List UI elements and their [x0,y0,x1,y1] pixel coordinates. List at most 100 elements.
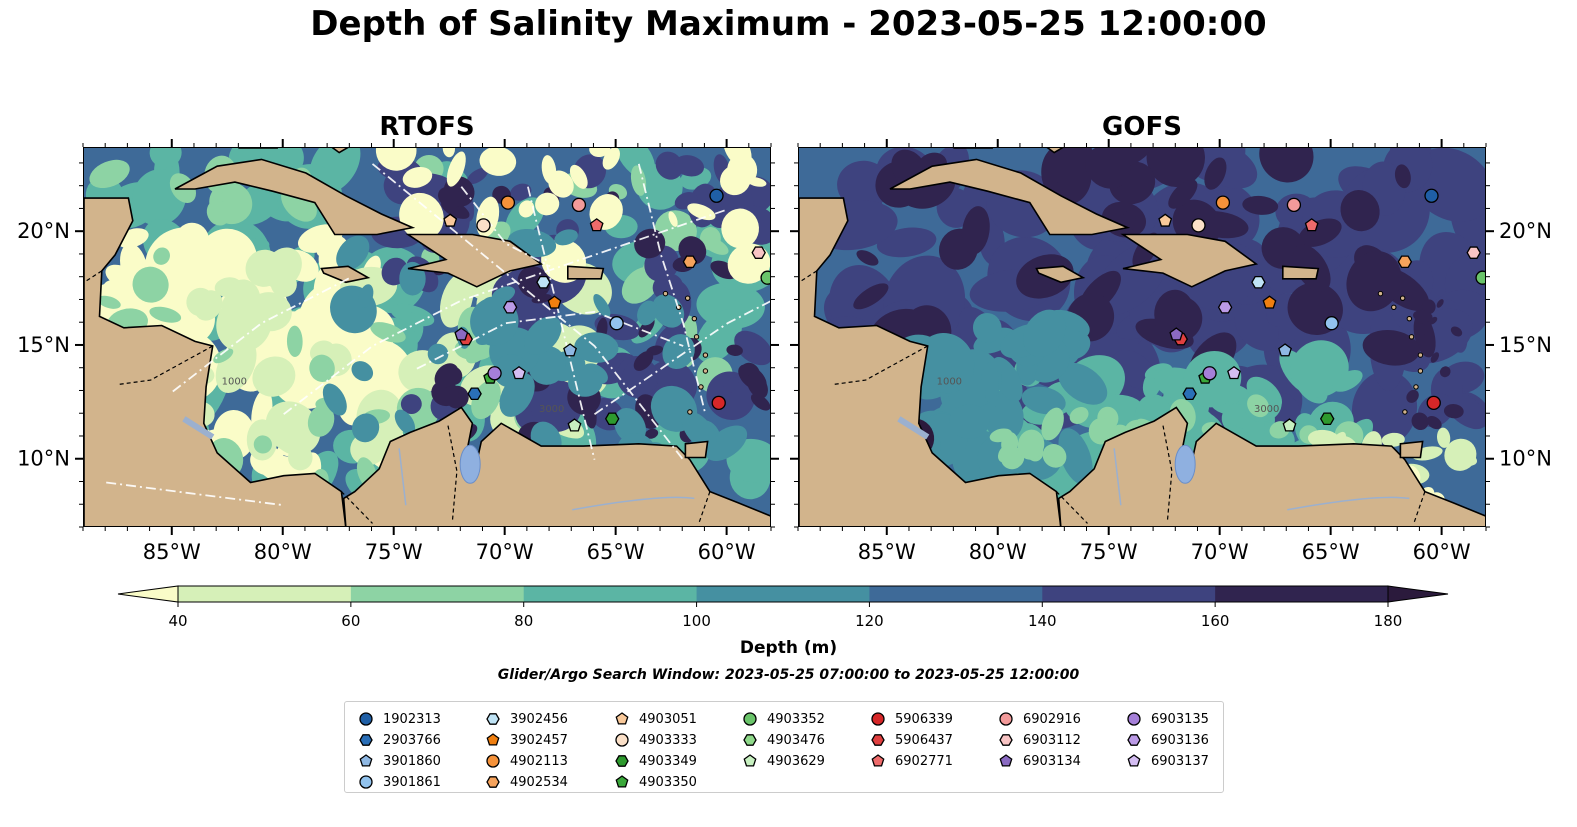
colorbar-segment [178,586,352,602]
float-marker-2903766[interactable] [1182,387,1197,401]
legend-item: 6903112 [997,730,1081,750]
float-marker-3902457[interactable] [1262,295,1277,309]
float-marker-4903051[interactable] [1158,213,1173,227]
legend-marker-icon [1127,712,1141,726]
float-marker-4903352[interactable] [760,270,771,285]
float-marker-4903333[interactable] [476,218,491,233]
contour-label: 1000 [937,377,962,388]
legend-marker-icon [743,712,757,726]
float-marker-6902916[interactable] [1286,197,1302,213]
float-marker-3901860[interactable] [1278,343,1292,357]
float-marker-6903135[interactable] [487,366,502,381]
float-marker-6902916[interactable] [571,197,587,213]
lon-tick-label: 80°W [254,540,312,564]
legend-marker-icon [871,734,885,746]
float-marker-3902456[interactable] [1251,275,1266,289]
lat-tick-label: 15°N [17,333,70,357]
legend-label: 1902313 [383,711,441,727]
map-gofs[interactable]: 1000 3000 [798,147,1486,527]
float-marker-6902771[interactable] [1304,218,1319,232]
legend-item: 3902457 [484,730,568,750]
colorbar-tick-label: 100 [682,612,711,630]
colorbar-segment [696,586,870,602]
float-marker-4903349[interactable] [1319,412,1335,426]
map-axes: 85°W 80°W 75°W 70°W 65°W 60°W 20°N 15°N 10°N 85°W… [17,139,1552,564]
float-marker-4903629[interactable] [1282,418,1297,432]
float-marker-4902113[interactable] [500,195,516,210]
legend-marker-icon [359,734,373,746]
legend-item: 3902456 [484,709,568,729]
legend-marker-icon [615,775,629,788]
legend-label: 3902457 [510,732,568,748]
legend: 1902313 2903766 3901860 3901861 3902456 39024… [344,701,1224,793]
colorbar-extend-low [117,585,179,603]
legend-item: 4903051 [613,709,697,729]
float-marker-4903349[interactable] [604,412,620,426]
legend-item: 5906339 [869,709,953,729]
float-marker-5906339[interactable] [1426,395,1441,411]
legend-label: 3902456 [510,711,568,727]
float-marker-3902457[interactable] [547,295,562,309]
legend-marker-icon [1127,754,1141,767]
float-marker-3902456[interactable] [536,275,551,289]
legend-marker-icon [486,776,500,788]
float-marker-6903136[interactable] [502,300,518,314]
figure-title: Depth of Salinity Maximum - 2023-05-25 1… [310,4,1267,44]
legend-marker-icon [743,754,757,767]
legend-marker-icon [486,713,500,725]
legend-label: 6903136 [1151,732,1209,748]
float-marker-5906339[interactable] [711,395,726,411]
float-marker-6903134[interactable] [454,327,469,341]
float-marker-4902113[interactable] [1215,195,1231,210]
float-marker-4903352[interactable] [1475,270,1486,285]
contour-label: 3000 [1254,404,1279,415]
float-marker-1902313[interactable] [709,188,724,203]
lon-tick-label: 85°W [858,540,916,564]
legend-label: 4902113 [510,753,568,769]
float-marker-4903333[interactable] [1191,218,1206,233]
legend-item: 6902771 [869,751,953,771]
legend-item: 4902113 [484,751,568,771]
float-marker-6903136[interactable] [1217,300,1233,314]
legend-item: 1902313 [357,709,441,729]
float-marker-6903137[interactable] [1227,365,1241,380]
legend-marker-icon [486,733,500,746]
legend-item: 6903134 [997,751,1081,771]
colorbar-extend-high [1387,585,1449,603]
legend-label: 3901861 [383,774,441,790]
colorbar-segment [1215,586,1389,602]
legend-item: 5906437 [869,730,953,750]
float-marker-6902771[interactable] [589,218,604,232]
legend-item: 6902916 [997,709,1081,729]
legend-item: 6903136 [1125,730,1209,750]
float-marker-3901861[interactable] [609,316,624,331]
colorbar: 40 60 80 100 120 140 160 180 [117,585,1449,630]
land [799,148,1485,526]
float-marker-3901861[interactable] [1324,316,1339,331]
float-marker-3901860[interactable] [563,343,577,357]
legend-marker-icon [871,754,885,767]
float-marker-6903112[interactable] [1466,246,1481,259]
float-marker-4902534[interactable] [682,255,698,269]
float-marker-6903137[interactable] [512,365,526,380]
float-marker-1902313[interactable] [1424,188,1439,203]
legend-label: 6902916 [1023,711,1081,727]
contour-label: 3000 [539,404,564,415]
colorbar-label: Depth (m) [739,638,838,658]
lon-tick-label: 60°W [698,540,756,564]
legend-label: 4902534 [510,774,568,790]
float-marker-2903766[interactable] [467,387,482,401]
float-marker-4903051[interactable] [443,213,458,227]
float-marker-6903135[interactable] [1202,366,1217,381]
legend-item: 6903135 [1125,709,1209,729]
panel-title-rtofs: RTOFS [379,112,475,142]
float-marker-4903629[interactable] [567,418,582,432]
float-marker-4902534[interactable] [1397,255,1413,269]
map-rtofs[interactable]: 1000 3000 [83,147,771,527]
legend-item: 2903766 [357,730,441,750]
float-marker-6903134[interactable] [1169,327,1184,341]
legend-marker-icon [999,734,1013,746]
float-marker-6903112[interactable] [751,246,766,259]
legend-label: 4903333 [639,732,697,748]
colorbar-segment [1042,586,1216,602]
